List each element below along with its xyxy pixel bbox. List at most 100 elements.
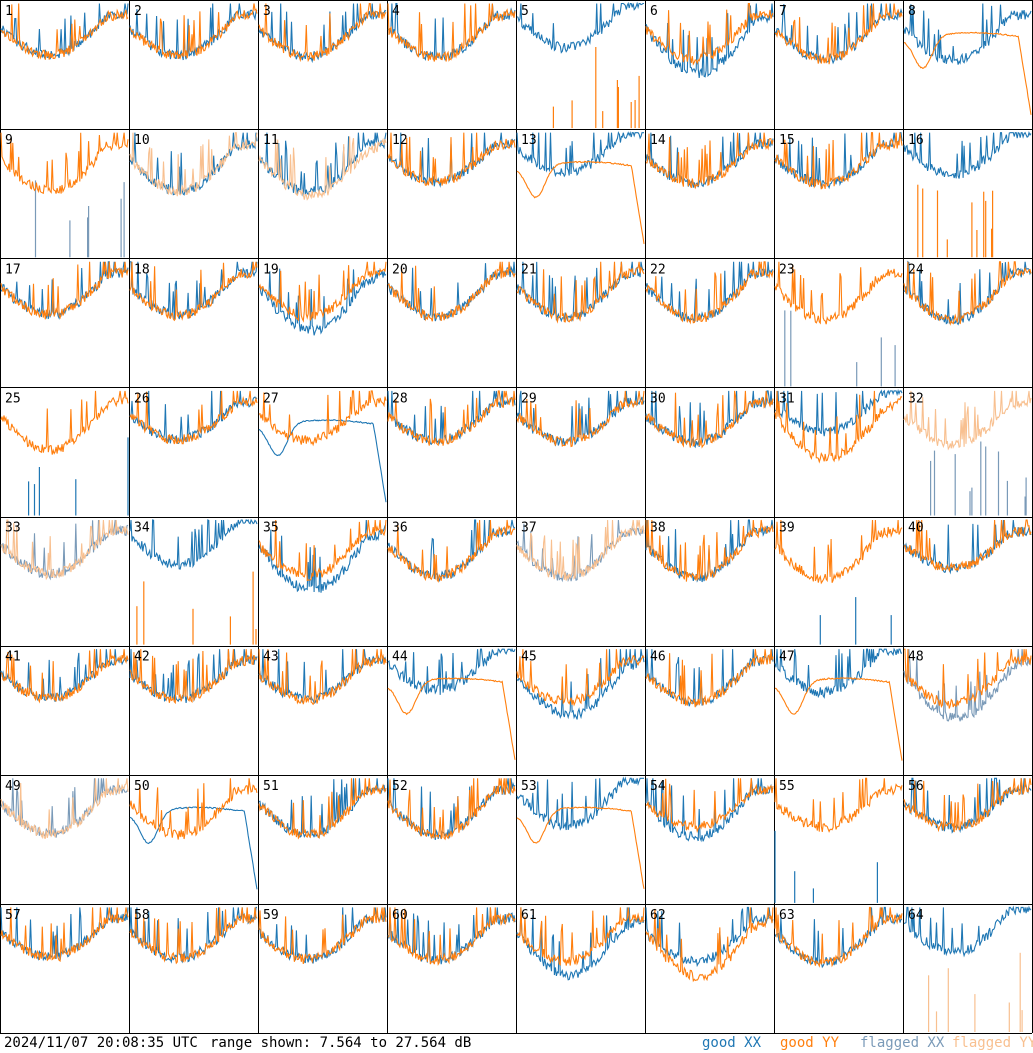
tile-label: 9 bbox=[5, 133, 13, 148]
series-yy bbox=[387, 677, 516, 760]
tile-22: 22 bbox=[645, 261, 774, 325]
series-yy bbox=[387, 778, 516, 841]
tile-label: 5 bbox=[521, 4, 529, 19]
series-yy bbox=[903, 390, 1032, 451]
series-xx bbox=[819, 597, 892, 645]
tile-13: 13 bbox=[516, 131, 645, 244]
series-yy bbox=[258, 2, 387, 63]
series-yy bbox=[129, 390, 258, 445]
series-yy bbox=[552, 47, 640, 129]
tile-58: 58 bbox=[129, 906, 258, 965]
tile-64: 64 bbox=[903, 905, 1032, 1032]
tile-48: 48 bbox=[903, 648, 1032, 722]
series-xx bbox=[129, 806, 258, 890]
legend-good-xx: good XX bbox=[702, 1035, 762, 1051]
series-xx bbox=[774, 389, 903, 437]
tile-label: 24 bbox=[908, 262, 924, 277]
tile-label: 12 bbox=[392, 133, 408, 148]
tile-label: 46 bbox=[650, 650, 666, 665]
tile-label: 19 bbox=[263, 262, 279, 277]
tile-39: 39 bbox=[774, 519, 903, 645]
tile-10: 10 bbox=[129, 132, 258, 197]
series-yy bbox=[646, 132, 774, 190]
tile-41: 41 bbox=[0, 649, 129, 704]
series-xx bbox=[28, 437, 129, 516]
series-xx bbox=[129, 390, 258, 444]
series-xx bbox=[784, 310, 896, 387]
tile-label: 55 bbox=[779, 779, 795, 794]
series-yy bbox=[129, 907, 258, 965]
tile-57: 57 bbox=[0, 907, 129, 963]
tile-label: 39 bbox=[779, 521, 795, 536]
tile-label: 22 bbox=[650, 262, 666, 277]
tile-label: 28 bbox=[392, 391, 408, 406]
tile-label: 53 bbox=[521, 779, 537, 794]
series-xx bbox=[645, 3, 774, 78]
tile-label: 43 bbox=[263, 650, 279, 665]
series-yy bbox=[0, 3, 129, 60]
series-yy bbox=[904, 31, 1032, 115]
series-yy bbox=[129, 649, 258, 705]
timestamp: 2024/11/07 20:08:35 UTC bbox=[4, 1035, 198, 1051]
tile-30: 30 bbox=[645, 390, 774, 449]
tile-25: 25 bbox=[0, 390, 129, 516]
series-yy bbox=[258, 649, 387, 706]
tile-label: 23 bbox=[779, 262, 795, 277]
series-yy bbox=[0, 907, 129, 963]
series-xx bbox=[774, 647, 903, 699]
tile-33: 33 bbox=[0, 519, 129, 581]
tile-label: 3 bbox=[263, 4, 271, 19]
series-xx bbox=[129, 518, 258, 570]
tile-8: 8 bbox=[903, 3, 1032, 115]
tile-label: 14 bbox=[650, 133, 666, 148]
series-yy bbox=[387, 132, 516, 186]
tile-label: 13 bbox=[521, 133, 537, 148]
legend-flagged-xx: flagged XX bbox=[860, 1035, 945, 1051]
range-label: range shown: 7.564 to 27.564 dB bbox=[210, 1035, 472, 1051]
legend-flagged-yy: flagged YY bbox=[952, 1035, 1033, 1051]
tile-61: 61 bbox=[516, 907, 645, 981]
tile-label: 1 bbox=[5, 4, 13, 19]
tile-20: 20 bbox=[387, 261, 516, 322]
tile-label: 2 bbox=[134, 4, 142, 19]
series-yy bbox=[774, 3, 903, 65]
series-yy bbox=[903, 778, 1032, 833]
tile-43: 43 bbox=[258, 649, 387, 706]
tile-label: 59 bbox=[263, 908, 279, 923]
series-yy bbox=[0, 261, 129, 320]
tile-51: 51 bbox=[258, 778, 387, 840]
tile-11: 11 bbox=[258, 132, 387, 201]
series-yy bbox=[0, 649, 129, 704]
tile-26: 26 bbox=[129, 390, 258, 445]
series-yy bbox=[917, 184, 994, 258]
tile-14: 14 bbox=[645, 132, 774, 190]
tile-label: 17 bbox=[5, 262, 21, 277]
tile-label: 30 bbox=[650, 391, 666, 406]
series-yy bbox=[129, 261, 258, 322]
tile-label: 51 bbox=[263, 779, 279, 794]
tile-54: 54 bbox=[645, 778, 774, 843]
series-yy bbox=[645, 907, 774, 983]
series-xx bbox=[258, 268, 387, 336]
series-yy bbox=[387, 390, 516, 447]
series-xx bbox=[516, 776, 644, 831]
tile-31: 31 bbox=[774, 389, 903, 464]
series-xx bbox=[516, 131, 644, 178]
tile-label: 61 bbox=[521, 908, 537, 923]
tile-28: 28 bbox=[387, 390, 516, 447]
series-xx bbox=[903, 3, 1032, 65]
series-yy bbox=[516, 649, 645, 707]
tile-44: 44 bbox=[387, 647, 516, 760]
tile-3: 3 bbox=[258, 2, 387, 64]
tile-15: 15 bbox=[774, 132, 903, 190]
tile-label: 45 bbox=[521, 650, 537, 665]
series-yy bbox=[645, 390, 774, 449]
tile-32: 32 bbox=[903, 390, 1032, 516]
tile-18: 18 bbox=[129, 261, 258, 322]
tile-label: 62 bbox=[650, 908, 666, 923]
tile-52: 52 bbox=[387, 778, 516, 841]
tile-label: 32 bbox=[908, 391, 924, 406]
tile-label: 33 bbox=[5, 521, 21, 536]
tile-23: 23 bbox=[774, 261, 903, 387]
